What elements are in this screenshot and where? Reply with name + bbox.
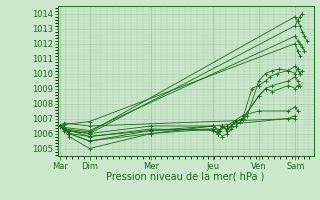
- X-axis label: Pression niveau de la mer( hPa ): Pression niveau de la mer( hPa ): [107, 172, 265, 182]
